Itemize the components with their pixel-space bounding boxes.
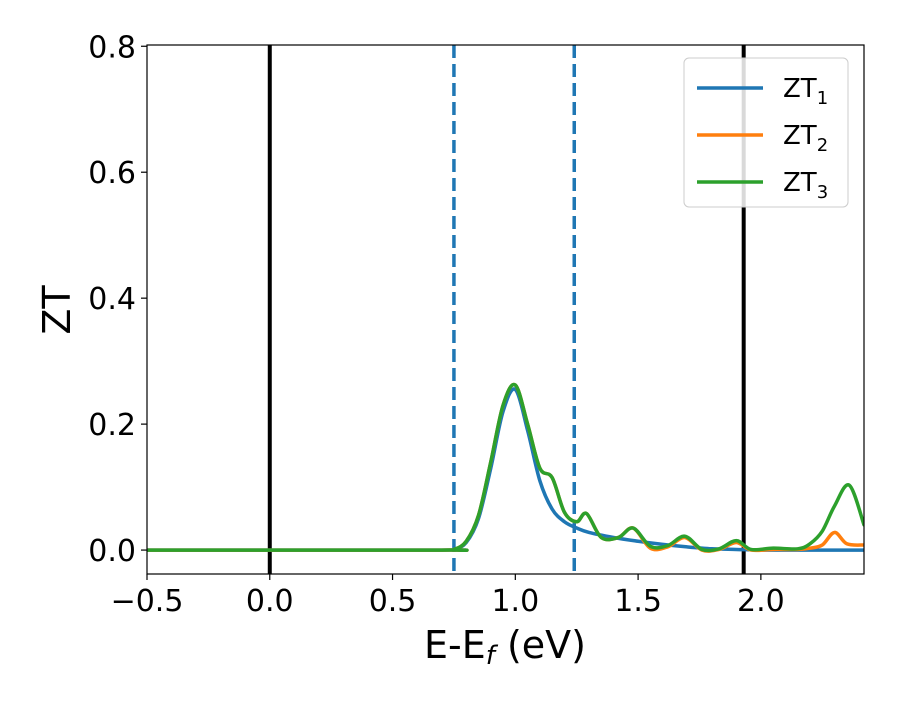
x-axis-label-unit: (eV) [495, 623, 586, 667]
legend-label-zt1: ZT1 [783, 74, 828, 109]
x-tick-label: −0.5 [111, 584, 184, 619]
series-line-zt3 [147, 382, 864, 553]
x-tick-label: 0.5 [369, 584, 417, 619]
y-tick-label: 0.0 [88, 534, 136, 569]
y-axis-ticks: 0.0 0.2 0.4 0.6 0.8 [88, 30, 147, 569]
plot-frame [146, 44, 865, 575]
series-lines [147, 382, 864, 553]
x-axis-label-main: E-E [424, 623, 486, 667]
x-axis-label: E-Ef (eV) [424, 623, 586, 671]
legend-label-zt2: ZT2 [783, 121, 828, 156]
y-tick-label: 0.2 [88, 408, 136, 443]
x-tick-label: 0.0 [246, 584, 294, 619]
reference-lines [267, 45, 746, 574]
legend-box [683, 57, 849, 208]
y-tick-label: 0.4 [88, 282, 136, 317]
y-tick-label: 0.6 [88, 156, 136, 191]
x-tick-label: 2.0 [737, 584, 785, 619]
x-tick-label: 1.5 [614, 584, 662, 619]
legend-label-zt3: ZT3 [783, 168, 828, 203]
x-axis-ticks: −0.5 0.0 0.5 1.0 1.5 2.0 [111, 574, 785, 619]
legend: ZT1 ZT2 ZT3 [683, 57, 849, 208]
legend-entries: ZT1 ZT2 ZT3 [697, 74, 828, 203]
y-axis-label: ZT [35, 285, 79, 335]
x-tick-label: 1.0 [491, 584, 539, 619]
y-tick-label: 0.8 [88, 30, 136, 65]
series-line-zt1 [147, 387, 864, 552]
